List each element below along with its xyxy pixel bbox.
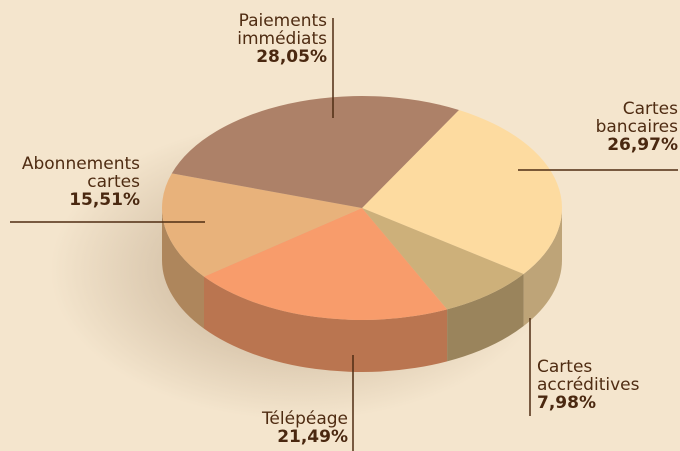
slice bbox=[204, 208, 448, 320]
slice-side bbox=[162, 208, 205, 329]
value-label: 7,98% bbox=[537, 393, 596, 413]
slice-label: Abonnements cartes 15,51% bbox=[0, 155, 140, 209]
category-name: Paiements immédiats bbox=[237, 11, 327, 49]
slice-label: Paiements immédiats 28,05% bbox=[207, 12, 327, 66]
slice-label: Télépéage 21,49% bbox=[238, 410, 348, 446]
value-label: 26,97% bbox=[607, 135, 678, 155]
slice-side bbox=[523, 208, 562, 326]
category-name: Télépéage bbox=[261, 409, 348, 429]
category-name: Abonnements cartes bbox=[21, 154, 140, 192]
slice-label: Cartes bancaires 26,97% bbox=[568, 100, 678, 154]
slice bbox=[362, 110, 563, 274]
value-label: 21,49% bbox=[277, 427, 348, 447]
category-name: Cartes accréditives bbox=[537, 357, 640, 395]
slice-label: Cartes accréditives 7,98% bbox=[537, 358, 677, 412]
slice-side bbox=[447, 273, 524, 362]
slice bbox=[171, 96, 459, 208]
value-label: 15,51% bbox=[69, 190, 140, 210]
slice bbox=[162, 173, 362, 277]
slice-side bbox=[204, 276, 448, 372]
slice bbox=[362, 208, 524, 310]
category-name: Cartes bancaires bbox=[595, 99, 678, 137]
value-label: 28,05% bbox=[256, 47, 327, 67]
